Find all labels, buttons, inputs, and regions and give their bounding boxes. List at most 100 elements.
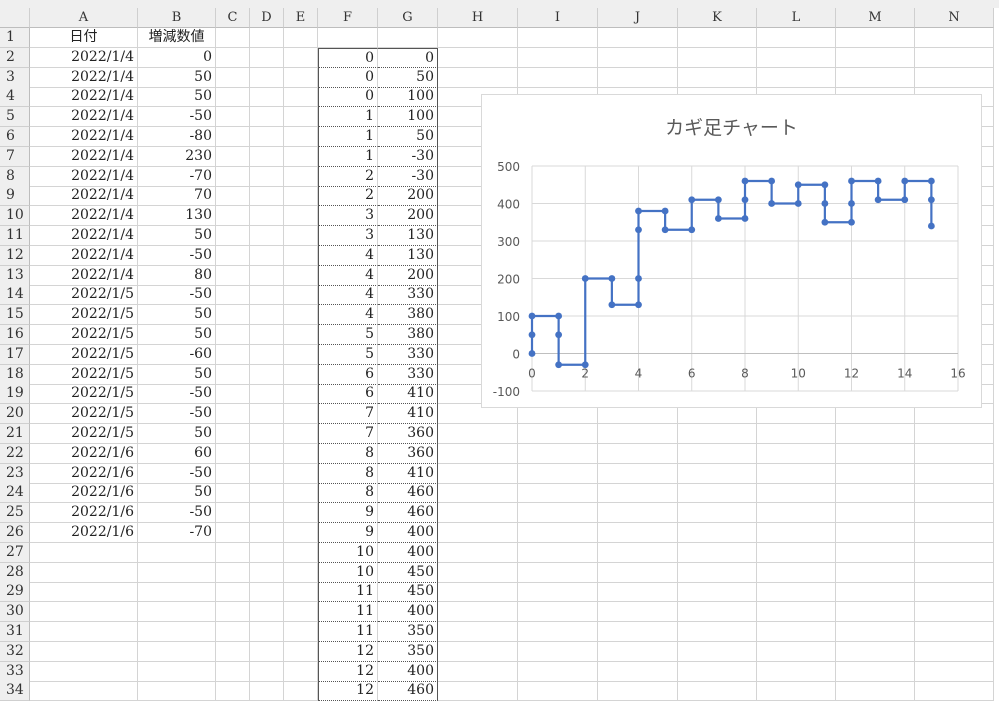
cell-L20[interactable]: [757, 404, 836, 425]
cell-K25[interactable]: [678, 503, 757, 524]
cell-C28[interactable]: [216, 562, 250, 583]
row-header[interactable]: 28: [0, 562, 30, 583]
row-header[interactable]: 6: [0, 127, 30, 147]
cell-C23[interactable]: [216, 463, 250, 484]
cell-B23[interactable]: -50: [138, 463, 216, 484]
cell-E32[interactable]: [284, 641, 318, 662]
cell-D28[interactable]: [250, 562, 284, 583]
row-header[interactable]: 7: [0, 146, 30, 167]
cell-F22[interactable]: 8: [318, 443, 378, 464]
row-header[interactable]: 9: [0, 186, 30, 207]
cell-G15[interactable]: 380: [378, 305, 438, 326]
column-header-E[interactable]: E: [284, 8, 318, 28]
cell-F3[interactable]: 0: [318, 67, 378, 88]
cell-D3[interactable]: [250, 67, 284, 88]
cell-B10[interactable]: 130: [138, 206, 216, 227]
cell-D5[interactable]: [250, 107, 284, 128]
cell-I31[interactable]: [518, 622, 598, 642]
cell-C1[interactable]: [216, 28, 250, 48]
cell-D30[interactable]: [250, 602, 284, 623]
cell-E19[interactable]: [284, 384, 318, 405]
cell-K32[interactable]: [678, 641, 757, 662]
cell-J31[interactable]: [598, 622, 678, 642]
cell-K27[interactable]: [678, 542, 757, 563]
cell-B11[interactable]: 50: [138, 226, 216, 246]
cell-C18[interactable]: [216, 364, 250, 385]
cell-J3[interactable]: [598, 67, 678, 88]
cell-D14[interactable]: [250, 285, 284, 306]
cell-E24[interactable]: [284, 483, 318, 504]
cell-B18[interactable]: 50: [138, 364, 216, 385]
row-header[interactable]: 21: [0, 424, 30, 444]
cell-G10[interactable]: 200: [378, 206, 438, 227]
cell-E1[interactable]: [284, 28, 318, 48]
cell-E6[interactable]: [284, 127, 318, 147]
cell-E2[interactable]: [284, 47, 318, 68]
cell-J27[interactable]: [598, 542, 678, 563]
cell-G34[interactable]: 460: [378, 681, 438, 702]
cell-J23[interactable]: [598, 463, 678, 484]
cell-D34[interactable]: [250, 681, 284, 702]
cell-K23[interactable]: [678, 463, 757, 484]
cell-A3[interactable]: 2022/1/4: [30, 67, 138, 88]
cell-B21[interactable]: 50: [138, 424, 216, 444]
cell-B12[interactable]: -50: [138, 245, 216, 266]
cell-M34[interactable]: [836, 681, 915, 702]
cell-D32[interactable]: [250, 641, 284, 662]
cell-H24[interactable]: [438, 483, 518, 504]
cell-E30[interactable]: [284, 602, 318, 623]
cell-G17[interactable]: 330: [378, 344, 438, 365]
cell-K22[interactable]: [678, 443, 757, 464]
cell-M21[interactable]: [836, 424, 915, 444]
cell-A5[interactable]: 2022/1/4: [30, 107, 138, 128]
row-header[interactable]: 8: [0, 166, 30, 187]
cell-E17[interactable]: [284, 344, 318, 365]
cell-C8[interactable]: [216, 166, 250, 187]
cell-A25[interactable]: 2022/1/6: [30, 503, 138, 524]
cell-A11[interactable]: 2022/1/4: [30, 226, 138, 246]
cell-C17[interactable]: [216, 344, 250, 365]
cell-E9[interactable]: [284, 186, 318, 207]
cell-G25[interactable]: 460: [378, 503, 438, 524]
cell-F7[interactable]: 1: [318, 146, 378, 167]
cell-D1[interactable]: [250, 28, 284, 48]
cell-I29[interactable]: [518, 582, 598, 603]
cell-A34[interactable]: [30, 681, 138, 702]
cell-F33[interactable]: 12: [318, 661, 378, 682]
cell-F16[interactable]: 5: [318, 325, 378, 345]
cell-G22[interactable]: 360: [378, 443, 438, 464]
cell-I30[interactable]: [518, 602, 598, 623]
cell-D23[interactable]: [250, 463, 284, 484]
cell-G21[interactable]: 360: [378, 424, 438, 444]
cell-L30[interactable]: [757, 602, 836, 623]
cell-D19[interactable]: [250, 384, 284, 405]
cell-F8[interactable]: 2: [318, 166, 378, 187]
cell-B29[interactable]: [138, 582, 216, 603]
cell-G11[interactable]: 130: [378, 226, 438, 246]
column-header-J[interactable]: J: [598, 8, 678, 28]
cell-H27[interactable]: [438, 542, 518, 563]
cell-N3[interactable]: [915, 67, 994, 88]
cell-D4[interactable]: [250, 87, 284, 108]
cell-F25[interactable]: 9: [318, 503, 378, 524]
cell-E14[interactable]: [284, 285, 318, 306]
cell-I3[interactable]: [518, 67, 598, 88]
cell-D10[interactable]: [250, 206, 284, 227]
cell-H3[interactable]: [438, 67, 518, 88]
row-header[interactable]: 34: [0, 681, 30, 702]
cell-J24[interactable]: [598, 483, 678, 504]
cell-J2[interactable]: [598, 47, 678, 68]
cell-K26[interactable]: [678, 523, 757, 543]
cell-F28[interactable]: 10: [318, 562, 378, 583]
cell-B28[interactable]: [138, 562, 216, 583]
cell-B8[interactable]: -70: [138, 166, 216, 187]
cell-D9[interactable]: [250, 186, 284, 207]
cell-H21[interactable]: [438, 424, 518, 444]
cell-F31[interactable]: 11: [318, 622, 378, 642]
cell-K21[interactable]: [678, 424, 757, 444]
cell-G19[interactable]: 410: [378, 384, 438, 405]
row-header[interactable]: 1: [0, 28, 30, 48]
cell-D24[interactable]: [250, 483, 284, 504]
cell-A15[interactable]: 2022/1/5: [30, 305, 138, 326]
cell-H30[interactable]: [438, 602, 518, 623]
